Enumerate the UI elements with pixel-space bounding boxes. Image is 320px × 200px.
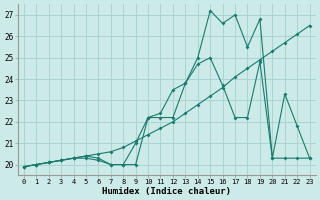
X-axis label: Humidex (Indice chaleur): Humidex (Indice chaleur) — [102, 187, 231, 196]
